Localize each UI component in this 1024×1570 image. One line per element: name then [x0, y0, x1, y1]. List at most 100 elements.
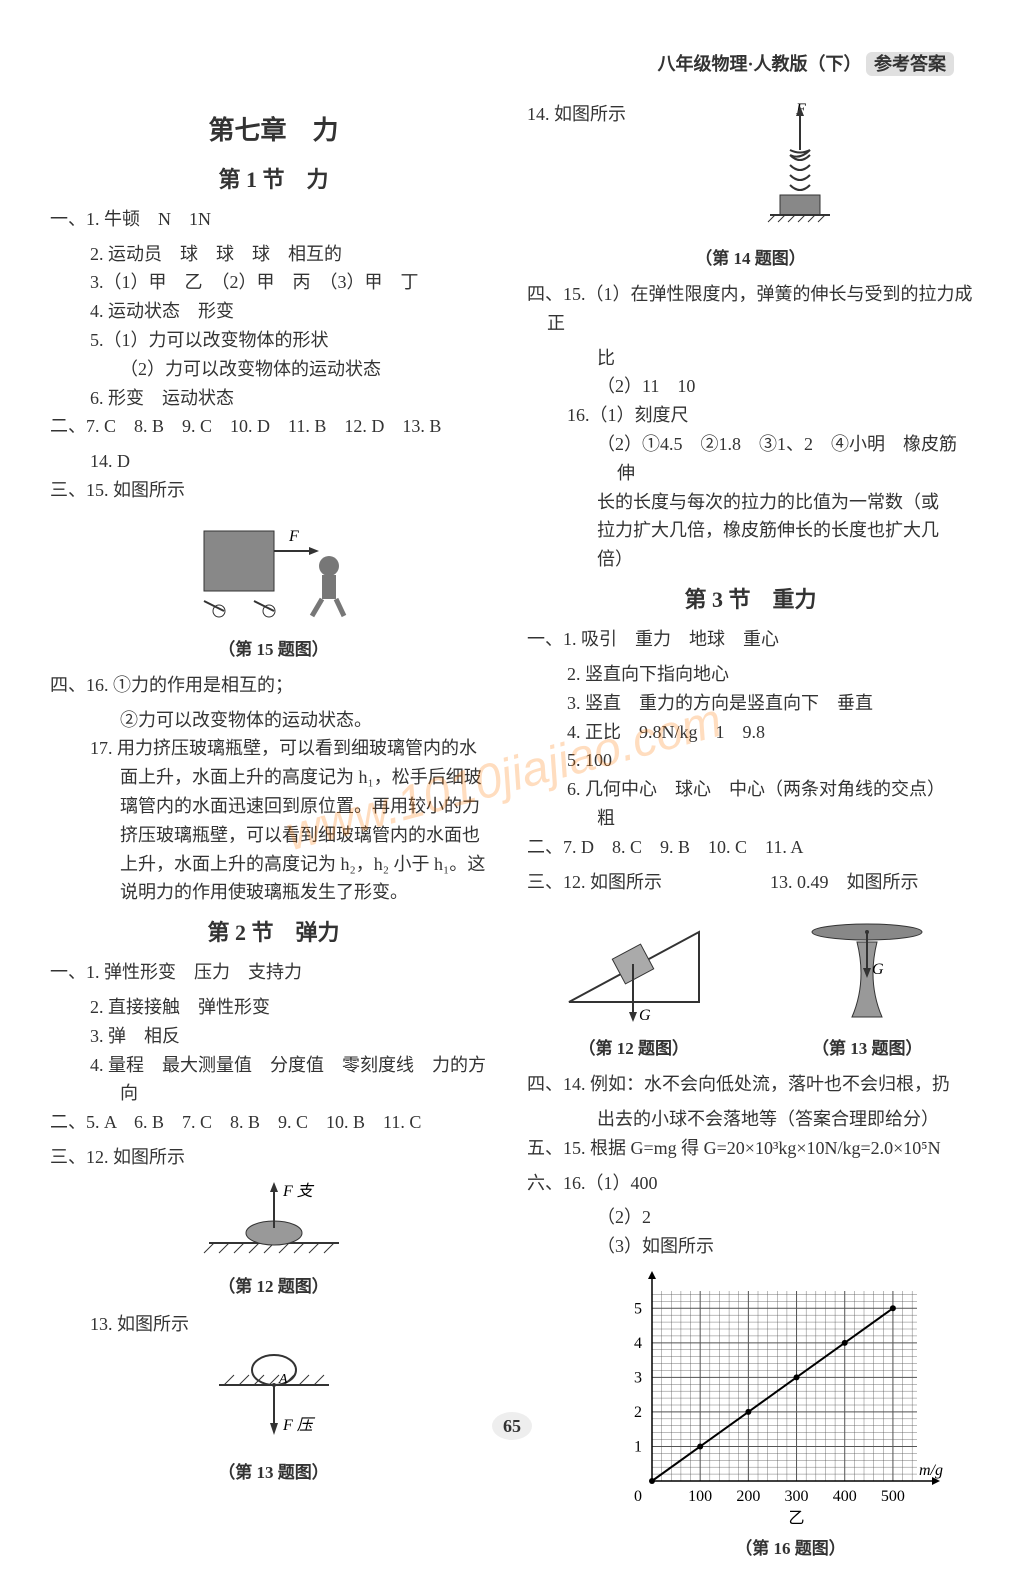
text-line: 二、5. A 6. B 7. C 8. B 9. C 10. B 11. C: [50, 1108, 497, 1137]
fig12-left-label: F 支: [282, 1182, 315, 1200]
text-line: 向: [50, 1079, 497, 1108]
text-line: 说明力的作用使玻璃瓶发生了形变。: [50, 878, 497, 907]
text-line: 四、16. ①力的作用是相互的；: [50, 671, 497, 700]
text-line: 4. 运动状态 形变: [50, 297, 497, 326]
text-line: 一、1. 牛顿 N 1N: [50, 205, 497, 234]
text-line: 17. 用力挤压玻璃瓶壁，可以看到细玻璃管内的水: [50, 734, 497, 763]
text-line: 四、15.（1）在弹性限度内，弹簧的伸长与受到的拉力成正: [527, 280, 974, 338]
figure-16-caption: （第 16 题图）: [607, 1535, 974, 1562]
right-column: 14. 如图所示 F （第 14 题图） 四、15.（1: [527, 100, 974, 1570]
figure-13-right-caption: （第 13 题图）: [761, 1035, 975, 1062]
figure-13-left-caption: （第 13 题图）: [50, 1459, 497, 1486]
text-line: 14. D: [50, 447, 497, 476]
text-line: 比: [527, 344, 974, 373]
text-line: ②力可以改变物体的运动状态。: [50, 706, 497, 735]
svg-text:F 压: F 压: [282, 1417, 316, 1434]
text-line: 二、7. D 8. C 9. B 10. C 11. A: [527, 833, 974, 862]
text-line: 3. 竖直 重力的方向是竖直向下 垂直: [527, 689, 974, 718]
text-line: 倍）: [527, 545, 974, 574]
content: 第七章 力 第 1 节 力 一、1. 牛顿 N 1N 2. 运动员 球 球 球 …: [50, 100, 974, 1570]
svg-text:100: 100: [688, 1488, 712, 1505]
figure-15-caption: （第 15 题图）: [50, 636, 497, 663]
figure-15: F: [50, 511, 497, 630]
text-line: 14. 如图所示 F: [527, 100, 974, 239]
text-line: 16.（1）刻度尺: [527, 401, 974, 430]
chapter-title: 第七章 力: [50, 110, 497, 152]
svg-text:m/g: m/g: [919, 1462, 943, 1479]
svg-text:G: G: [639, 1007, 651, 1022]
text-line: 面上升，水面上升的高度记为 h₁，松手后细玻: [50, 763, 497, 792]
text-line: 五、15. 根据 G=mg 得 G=20×10³kg×10N/kg=2.0×10…: [527, 1134, 974, 1163]
svg-text:400: 400: [833, 1488, 857, 1505]
text-line: 三、12. 如图所示: [50, 1143, 497, 1172]
text-line: 拉力扩大几倍，橡皮筋伸长的长度也扩大几: [527, 516, 974, 545]
text-line: 上升，水面上升的高度记为 h₂，h₂ 小于 h₁。这: [50, 850, 497, 879]
header-badge: 参考答案: [866, 52, 954, 76]
text-line: 4. 量程 最大测量值 分度值 零刻度线 力的方: [50, 1051, 497, 1080]
text-line: 13. 如图所示: [50, 1310, 497, 1339]
text-line: 六、16.（1）400: [527, 1169, 974, 1198]
figure-12-right-caption: （第 12 题图）: [527, 1035, 741, 1062]
text-line: （3）如图所示: [527, 1232, 974, 1261]
figure-12-right-svg: G: [549, 902, 719, 1022]
section2-title: 第 2 节 弹力: [50, 915, 497, 950]
left-column: 第七章 力 第 1 节 力 一、1. 牛顿 N 1N 2. 运动员 球 球 球 …: [50, 100, 497, 1570]
svg-text:2: 2: [634, 1404, 642, 1421]
figure-15-svg: F: [194, 511, 354, 621]
svg-text:4: 4: [634, 1335, 642, 1352]
text-line: 二、7. C 8. B 9. C 10. D 11. B 12. D 13. B: [50, 412, 497, 441]
text-line: 5. 100: [527, 746, 974, 775]
text-line: 出去的小球不会落地等（答案合理即给分）: [527, 1105, 974, 1134]
section3-title: 第 3 节 重力: [527, 582, 974, 617]
chart-16: 100 200 300 400 500 1 2 3 4 5 0 G/N m/g 乙: [607, 1271, 947, 1531]
svg-text:0: 0: [634, 1488, 642, 1505]
chart-16-svg: 100 200 300 400 500 1 2 3 4 5 0 G/N m/g 乙: [607, 1271, 947, 1531]
svg-text:500: 500: [881, 1488, 905, 1505]
svg-text:1: 1: [634, 1439, 642, 1456]
svg-text:G: G: [872, 961, 884, 978]
text-line: 3. 弹 相反: [50, 1022, 497, 1051]
svg-text:3: 3: [634, 1369, 642, 1386]
figure-13-left-svg: A F 压: [199, 1345, 349, 1445]
text-line: 2. 运动员 球 球 球 相互的: [50, 240, 497, 269]
figure-14-svg: F: [750, 100, 850, 230]
figure-12-left-svg: F 支: [199, 1178, 349, 1258]
header-text: 八年级物理·人教版（下）: [657, 54, 861, 74]
text-line: 璃管内的水面迅速回到原位置。再用较小的力: [50, 792, 497, 821]
text-line: 6. 形变 运动状态: [50, 384, 497, 413]
line-14-text: 14. 如图所示: [547, 100, 626, 129]
figure-row: G （第 12 题图） G （第 13 题图）: [527, 902, 974, 1070]
svg-text:300: 300: [785, 1488, 809, 1505]
svg-text:200: 200: [736, 1488, 760, 1505]
figure-12-left-caption: （第 12 题图）: [50, 1273, 497, 1300]
text-line: 2. 竖直向下指向地心: [527, 660, 974, 689]
text-line: 一、1. 吸引 重力 地球 重心: [527, 625, 974, 654]
svg-text:乙: 乙: [789, 1510, 805, 1527]
figure-13-right-svg: G: [792, 902, 942, 1022]
text-line: （2）力可以改变物体的运动状态: [50, 355, 497, 384]
svg-text:G/N: G/N: [657, 1271, 685, 1273]
text-line: 2. 直接接触 弹性形变: [50, 993, 497, 1022]
svg-text:A: A: [278, 1372, 288, 1387]
text-line: 3.（1）甲 乙 （2）甲 丙 （3）甲 丁: [50, 268, 497, 297]
text-line: （2）2: [527, 1203, 974, 1232]
section1-title: 第 1 节 力: [50, 162, 497, 197]
text-line: 三、15. 如图所示: [50, 476, 497, 505]
text-line: 5.（1）力可以改变物体的形状: [50, 326, 497, 355]
figure-12-left: F 支: [50, 1178, 497, 1267]
text-line: 粗: [527, 804, 974, 833]
text-line: 4. 正比 9.8N/kg 1 9.8: [527, 718, 974, 747]
figure-13-left: A F 压: [50, 1345, 497, 1454]
text-line: 四、14. 例如：水不会向低处流，落叶也不会归根，扔: [527, 1070, 974, 1099]
figure-14-caption: （第 14 题图）: [527, 245, 974, 272]
svg-text:5: 5: [634, 1300, 642, 1317]
text-line: 长的长度与每次的拉力的比值为一常数（或: [527, 488, 974, 517]
text-line: 挤压玻璃瓶壁，可以看到细玻璃管内的水面也: [50, 821, 497, 850]
page-number: 65: [492, 1412, 532, 1440]
text-line: 三、12. 如图所示 13. 0.49 如图所示: [527, 868, 974, 897]
text-line: （2）①4.5 ②1.8 ③1、2 ④小明 橡皮筋伸: [527, 430, 974, 488]
text-line: 一、1. 弹性形变 压力 支持力: [50, 958, 497, 987]
page-header: 八年级物理·人教版（下） 参考答案: [657, 50, 954, 79]
svg-text:F: F: [288, 528, 299, 545]
text-line: 6. 几何中心 球心 中心（两条对角线的交点）: [527, 775, 974, 804]
